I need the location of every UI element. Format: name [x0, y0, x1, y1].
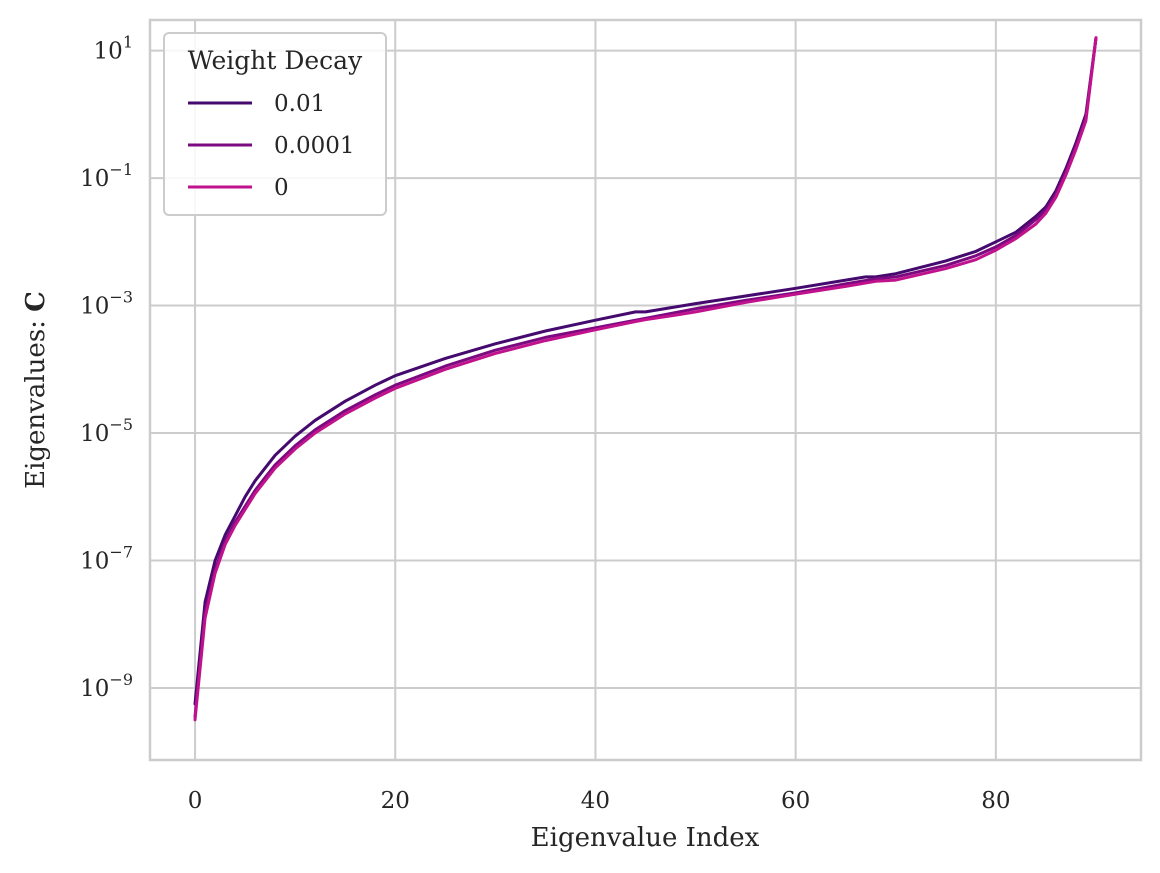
x-tick-label: 20	[381, 788, 410, 814]
y-tick-exponent: −1	[109, 160, 133, 179]
y-tick-label: 101	[94, 33, 133, 65]
legend-label: 0.01	[274, 91, 325, 117]
y-tick-base: 10	[80, 294, 109, 320]
y-tick-label: 10−1	[80, 160, 133, 192]
y-tick-label: 10−9	[80, 670, 133, 702]
x-tick-label: 80	[981, 788, 1010, 814]
x-tick-label: 60	[781, 788, 810, 814]
y-axis-label: Eigenvalues: C	[21, 291, 51, 489]
legend-label: 0	[274, 175, 289, 201]
x-tick-labels: 0 20 40 60 80	[188, 788, 1011, 814]
y-tick-exponent: −9	[109, 670, 133, 689]
legend-items: 0.01 0.0001 0	[188, 91, 354, 201]
x-tick-label: 0	[188, 788, 203, 814]
y-tick-exponent: −7	[109, 542, 133, 561]
y-tick-base: 10	[80, 421, 109, 447]
legend-label: 0.0001	[274, 133, 354, 159]
y-tick-exponent: −5	[109, 415, 133, 434]
legend-title: Weight Decay	[188, 46, 363, 75]
y-tick-base: 10	[80, 548, 109, 574]
y-tick-label: 10−5	[80, 415, 133, 447]
series-line-0.01	[193, 36, 1098, 706]
y-axis-label-symbol: C	[21, 291, 51, 312]
legend: Weight Decay 0.01 0.0001 0	[163, 32, 387, 216]
y-tick-label: 10−7	[80, 542, 133, 574]
y-tick-base: 10	[80, 166, 109, 192]
x-tick-label: 40	[581, 788, 610, 814]
y-tick-exponent: −3	[109, 288, 133, 307]
series-line-0	[193, 36, 1098, 722]
plot-frame	[148, 18, 1143, 762]
y-tick-base: 10	[80, 676, 109, 702]
y-tick-base: 10	[94, 39, 123, 65]
y-axis-label-text: Eigenvalues:	[21, 312, 51, 489]
x-axis-label: Eigenvalue Index	[531, 823, 760, 853]
y-tick-exponent: 1	[123, 33, 133, 52]
x-gridlines	[194, 20, 997, 760]
legend-box	[163, 32, 387, 216]
series-lines	[193, 36, 1098, 722]
y-tick-label: 10−3	[80, 288, 133, 320]
